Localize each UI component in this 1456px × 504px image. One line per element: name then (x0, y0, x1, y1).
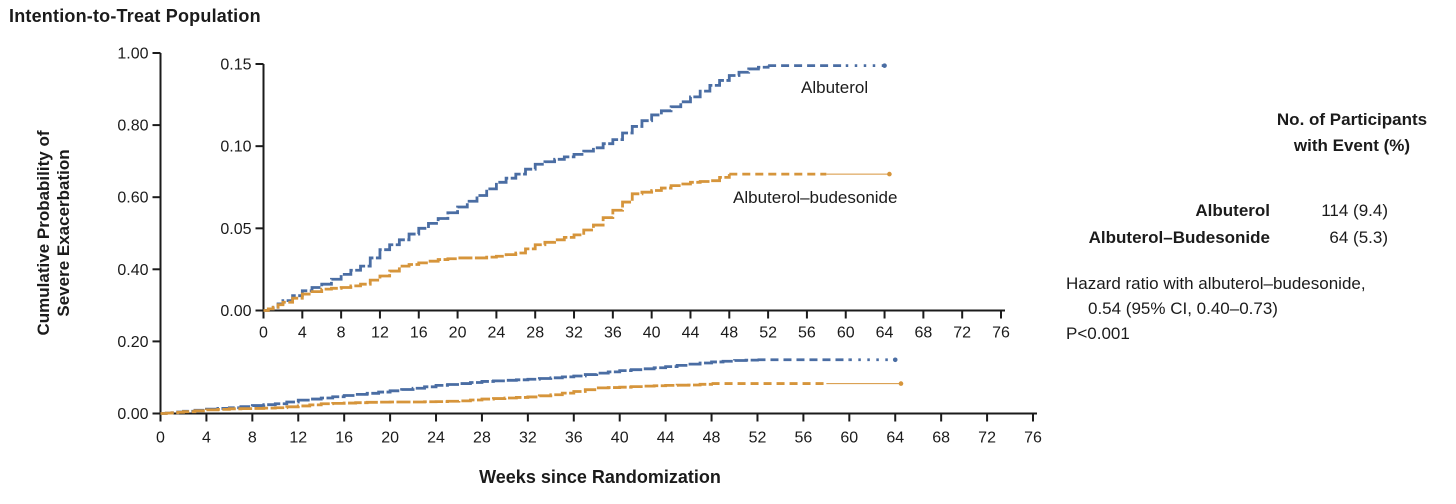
inset-curve-albuterol (263, 65, 770, 312)
inset-y-tick-label: 0.00 (220, 303, 251, 320)
main-x-tick-label: 32 (519, 430, 537, 447)
inset-x-tick-label: 28 (526, 325, 544, 342)
main-x-tick-label: 40 (611, 430, 629, 447)
inset-x-tick-label: 12 (371, 325, 389, 342)
inset-end-marker (882, 63, 887, 68)
inset-x-tick-label: 76 (992, 325, 1010, 342)
event-count-table: Albuterol 114 (9.4) Albuterol–Budesonide… (1000, 197, 1392, 251)
main-x-tick-label: 52 (749, 430, 767, 447)
y-axis-label-line2: Severe Exacerbation (54, 149, 73, 316)
main-x-tick-label: 0 (156, 430, 165, 447)
main-x-tick-label: 64 (886, 430, 904, 447)
inset-curve-albuterol-budesonide (263, 174, 731, 312)
main-x-tick-label: 24 (427, 430, 445, 447)
main-x-tick-label: 56 (794, 430, 812, 447)
x-axis-label: Weeks since Randomization (479, 467, 721, 487)
inset-x-tick-label: 56 (798, 325, 816, 342)
main-y-tick-label: 0.80 (117, 118, 148, 135)
main-y-tick-label: 0.40 (117, 262, 148, 279)
hazard-ratio-line1: Hazard ratio with albuterol–budesonide, (1066, 274, 1366, 293)
inset-x-tick-label: 24 (487, 325, 505, 342)
main-x-tick-label: 44 (657, 430, 675, 447)
main-y-tick-label: 1.00 (117, 46, 148, 63)
row-value-albuterol-budesonide: 64 (5.3) (1329, 228, 1388, 247)
hazard-ratio-note: Hazard ratio with albuterol–budesonide, … (1066, 271, 1456, 346)
curve-label-albuterol-budesonide: Albuterol–budesonide (733, 188, 897, 207)
main-end-marker (892, 357, 898, 363)
table-row-albuterol: Albuterol 114 (9.4) (1000, 197, 1392, 224)
main-x-tick-label: 12 (289, 430, 307, 447)
inset-x-tick-label: 64 (876, 325, 894, 342)
inset-x-tick-label: 72 (953, 325, 971, 342)
p-value: P<0.001 (1066, 324, 1130, 343)
participants-event-header-line2: with Event (%) (1293, 136, 1411, 155)
main-x-tick-label: 16 (335, 430, 353, 447)
main-x-tick-label: 76 (1024, 430, 1042, 447)
row-value-albuterol: 114 (9.4) (1321, 201, 1388, 220)
inset-y-tick-label: 0.15 (220, 57, 251, 74)
main-x-tick-label: 36 (565, 430, 583, 447)
hazard-ratio-line2: 0.54 (95% CI, 0.40–0.73) (1088, 299, 1278, 318)
y-axis-label: Cumulative Probability ofSevere Exacerba… (34, 130, 73, 335)
inset-x-tick-label: 40 (643, 325, 661, 342)
main-x-tick-label: 4 (202, 430, 211, 447)
main-y-tick-label: 0.20 (117, 334, 148, 351)
inset-x-tick-label: 32 (565, 325, 583, 342)
main-x-tick-label: 68 (932, 430, 950, 447)
inset-x-tick-label: 16 (410, 325, 428, 342)
inset-x-tick-label: 36 (604, 325, 622, 342)
participants-event-header: No. of Participants with Event (%) (1248, 107, 1456, 159)
inset-x-tick-label: 4 (298, 325, 307, 342)
main-x-tick-label: 8 (248, 430, 257, 447)
participants-event-header-line1: No. of Participants (1276, 110, 1428, 129)
curve-label-albuterol: Albuterol (801, 78, 868, 97)
main-axis (159, 53, 1037, 415)
inset-x-tick-label: 8 (337, 325, 346, 342)
inset-x-tick-label: 60 (837, 325, 855, 342)
main-curve-albuterol-budesonide (160, 382, 713, 415)
row-label-albuterol-budesonide: Albuterol–Budesonide (1088, 228, 1270, 247)
survival-chart: 0.000.200.400.600.801.000 4 8 12 16 20 24 28 32 3… (34, 46, 1042, 488)
table-row-albuterol-budesonide: Albuterol–Budesonide 64 (5.3) (1000, 224, 1392, 251)
main-curve-albuterol (160, 358, 759, 415)
inset-x-tick-label: 68 (914, 325, 932, 342)
inset-x-tick-label: 20 (449, 325, 467, 342)
y-axis-label-line1: Cumulative Probability of (34, 130, 53, 335)
main-x-tick-label: 20 (381, 430, 399, 447)
inset-y-tick-label: 0.05 (220, 221, 251, 238)
main-x-tick-label: 72 (978, 430, 996, 447)
main-x-tick-label: 60 (840, 430, 858, 447)
figure-title: Intention-to-Treat Population (9, 6, 261, 26)
inset-x-tick-label: 0 (259, 325, 268, 342)
main-y-tick-label: 0.60 (117, 190, 148, 207)
inset-x-tick-label: 44 (682, 325, 700, 342)
row-label-albuterol: Albuterol (1195, 201, 1270, 220)
inset-x-tick-label: 48 (720, 325, 738, 342)
inset-y-tick-label: 0.10 (220, 139, 251, 156)
main-x-tick-label: 48 (703, 430, 721, 447)
main-end-marker (898, 381, 904, 386)
main-x-tick-label: 28 (473, 430, 491, 447)
chart-generated-layer: 0.000.200.400.600.801.000 4 8 12 16 20 24 28 32 3… (117, 46, 1042, 447)
inset-end-marker (887, 171, 892, 177)
inset-x-tick-label: 52 (759, 325, 777, 342)
main-y-tick-label: 0.00 (117, 406, 148, 423)
